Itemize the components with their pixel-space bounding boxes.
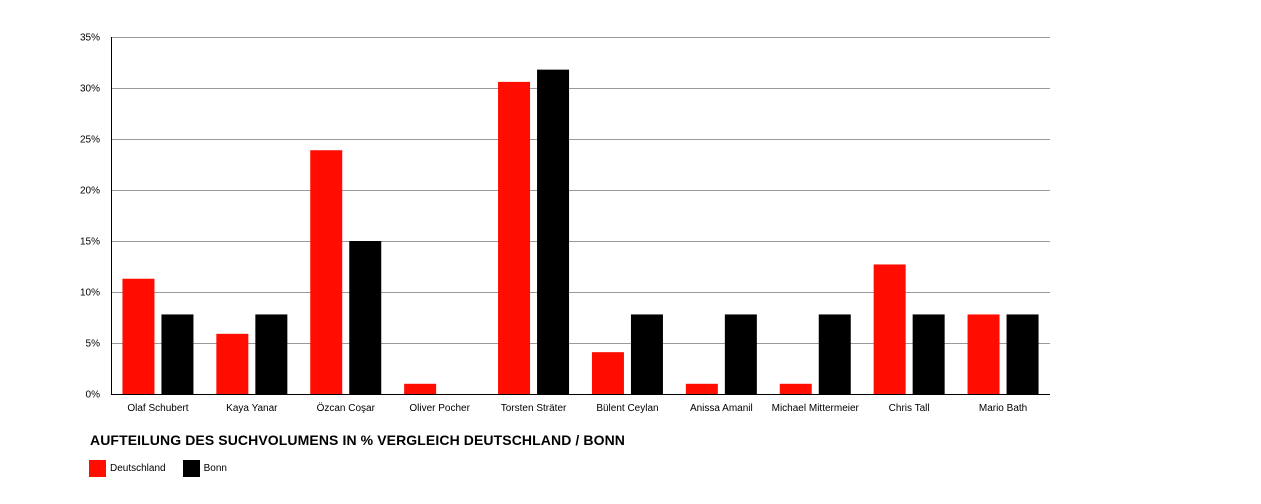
bar-chart: 0% 5% 10% 15% 20% 25% 30% 35% Olaf Schubert Kaya… bbox=[80, 33, 1050, 414]
bar-deutschland-9 bbox=[967, 314, 1000, 394]
y-tick-label: 0% bbox=[86, 390, 101, 401]
bar-deutschland-3 bbox=[404, 383, 437, 394]
legend: Deutschland Bonn bbox=[89, 460, 244, 477]
x-category-label: Olaf Schubert bbox=[127, 403, 188, 414]
x-axis-categories: Olaf Schubert Kaya Yanar Özcan Coşar Oliver… bbox=[127, 402, 1027, 414]
bars bbox=[122, 69, 1039, 394]
x-category-label: Oliver Pocher bbox=[409, 403, 470, 414]
bar-bonn-5 bbox=[630, 314, 663, 394]
bar-bonn-7 bbox=[818, 314, 851, 394]
bar-deutschland-2 bbox=[310, 150, 343, 394]
x-category-label: Chris Tall bbox=[889, 403, 930, 414]
bar-deutschland-0 bbox=[122, 278, 155, 394]
y-tick-label: 20% bbox=[80, 186, 100, 197]
bar-deutschland-5 bbox=[591, 352, 624, 394]
bar-bonn-0 bbox=[161, 314, 194, 394]
x-category-label: Kaya Yanar bbox=[226, 403, 278, 414]
bar-bonn-6 bbox=[724, 314, 757, 394]
legend-label-deutschland: Deutschland bbox=[110, 463, 166, 474]
legend-item-bonn: Bonn bbox=[182, 460, 227, 477]
bar-deutschland-7 bbox=[779, 383, 812, 394]
bar-bonn-1 bbox=[255, 314, 288, 394]
bar-deutschland-6 bbox=[685, 383, 718, 394]
x-category-label: Özcan Coşar bbox=[317, 402, 376, 414]
bar-bonn-2 bbox=[349, 241, 382, 394]
y-axis-ticks: 0% 5% 10% 15% 20% 25% 30% 35% bbox=[80, 33, 100, 401]
x-category-label: Bülent Ceylan bbox=[596, 403, 658, 414]
legend-swatch-deutschland bbox=[89, 460, 106, 477]
gridlines bbox=[111, 37, 1050, 344]
legend-item-deutschland: Deutschland bbox=[89, 460, 166, 477]
y-tick-label: 10% bbox=[80, 288, 100, 299]
y-tick-label: 15% bbox=[80, 237, 100, 248]
bar-bonn-9 bbox=[1006, 314, 1039, 394]
x-category-label: Anissa Amanil bbox=[690, 403, 753, 414]
y-tick-label: 5% bbox=[86, 339, 101, 350]
legend-label-bonn: Bonn bbox=[203, 463, 227, 474]
bar-deutschland-1 bbox=[216, 333, 249, 394]
chart-title: AUFTEILUNG DES SUCHVOLUMENS IN % VERGLEI… bbox=[90, 432, 626, 448]
y-tick-label: 25% bbox=[80, 135, 100, 146]
x-category-label: Torsten Sträter bbox=[501, 403, 567, 414]
x-category-label: Mario Bath bbox=[979, 403, 1027, 414]
bar-bonn-4 bbox=[537, 69, 570, 394]
bar-deutschland-8 bbox=[873, 264, 906, 394]
x-category-label: Michael Mittermeier bbox=[772, 403, 860, 414]
y-tick-label: 30% bbox=[80, 84, 100, 95]
bar-bonn-8 bbox=[912, 314, 945, 394]
y-tick-label: 35% bbox=[80, 33, 100, 44]
bar-deutschland-4 bbox=[498, 81, 531, 394]
legend-swatch-bonn bbox=[182, 460, 200, 477]
